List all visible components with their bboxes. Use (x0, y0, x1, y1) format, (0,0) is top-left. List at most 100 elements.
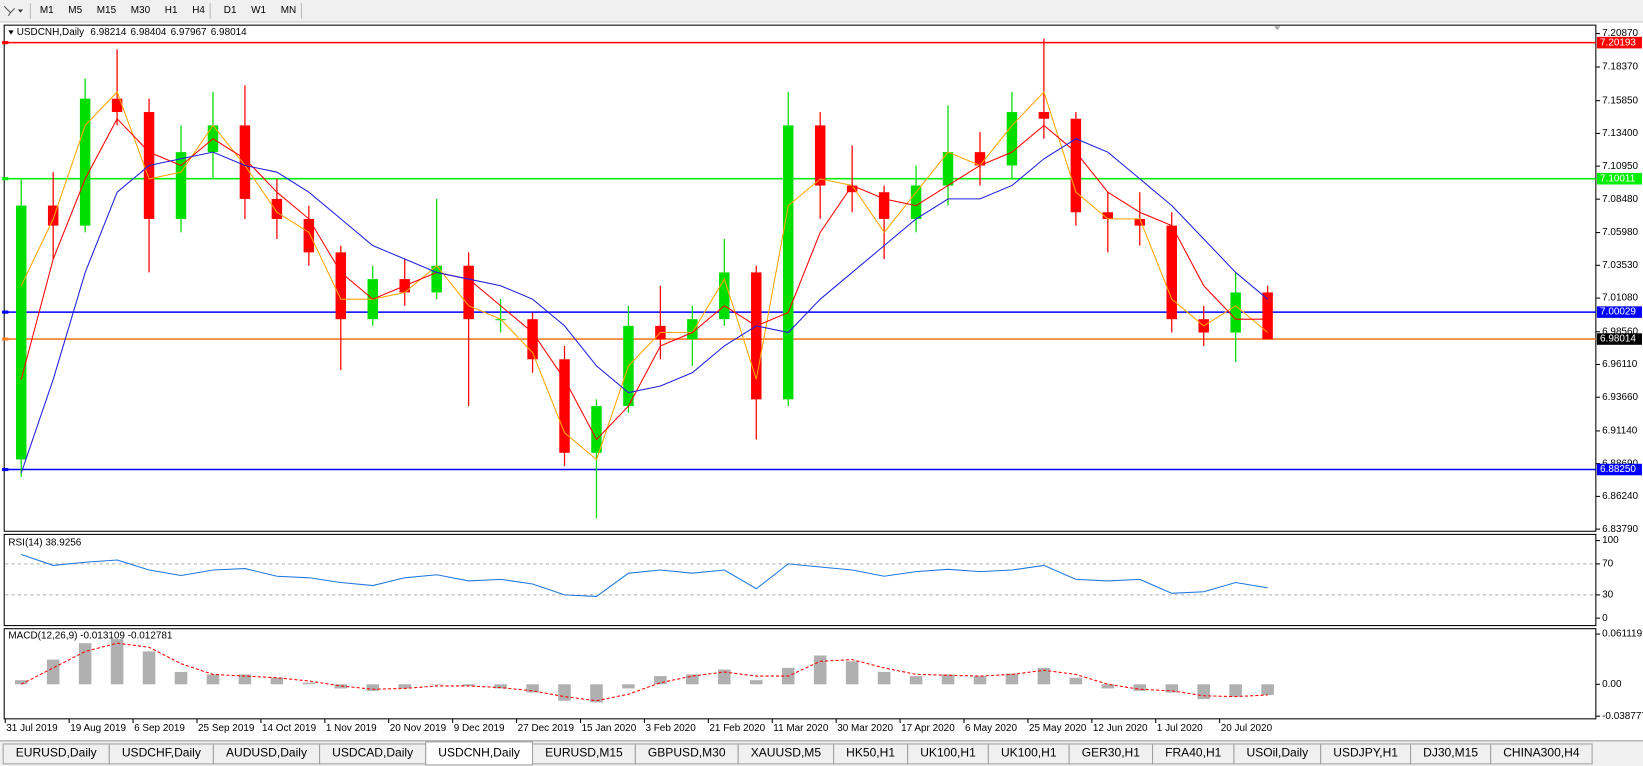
candle-body (1230, 292, 1241, 333)
y-tick-label: 30 (1602, 590, 1614, 601)
macd-bar (686, 674, 699, 685)
main-panel (3, 24, 1597, 532)
tab-label[interactable]: USOil,Daily (1247, 746, 1309, 760)
timeframe-button[interactable]: M5 (68, 5, 82, 16)
tab-label[interactable]: USDJPY,H1 (1333, 746, 1398, 760)
candle-body (782, 125, 794, 400)
tab[interactable]: EURUSD,M15 (532, 743, 636, 765)
tab-label[interactable]: XAUUSD,M5 (751, 746, 822, 760)
tab[interactable]: HK50,H1 (833, 743, 909, 765)
price-label-box (1596, 172, 1642, 185)
macd-signal (21, 642, 1268, 702)
timeframe-button[interactable]: H1 (165, 5, 178, 16)
candle-body (175, 152, 187, 219)
x-tick-label: 21 Feb 2020 (709, 723, 765, 734)
tab[interactable]: FRA40,H1 (1152, 743, 1235, 765)
tab[interactable]: USDCNH,Daily (425, 741, 534, 766)
tab[interactable]: GBPUSD,M30 (634, 743, 739, 765)
tab-label[interactable]: GER30,H1 (1082, 746, 1141, 760)
timeframe-button[interactable]: M30 (131, 5, 151, 16)
macd-panel (3, 628, 1597, 720)
rsi-panel (3, 533, 1597, 627)
tab-label[interactable]: UK100,H1 (1001, 746, 1057, 760)
header-value: 6.98404 (131, 27, 167, 38)
tab[interactable]: UK100,H1 (987, 743, 1070, 765)
y-tick-label: 0.061119 (1602, 629, 1642, 640)
candle-body (527, 319, 538, 360)
timeframe-button[interactable]: M15 (97, 5, 117, 16)
x-tick-label: 17 Apr 2020 (901, 723, 955, 734)
macd-bar (941, 674, 955, 685)
price-label: 7.20193 (1600, 37, 1636, 48)
tab[interactable]: AUDUSD,Daily (212, 743, 321, 765)
y-tick-label: 6.96110 (1602, 359, 1638, 370)
y-tick-label: 100 (1602, 535, 1619, 546)
tab-label[interactable]: GBPUSD,M30 (648, 746, 726, 760)
tab[interactable]: USDJPY,H1 (1320, 743, 1412, 765)
y-tick-label: 6.83790 (1602, 524, 1638, 535)
macd-bar (206, 674, 220, 685)
x-tick-label: 20 Jul 2020 (1221, 723, 1273, 734)
macd-bar (909, 676, 923, 685)
x-tick-label: 25 Sep 2019 (198, 723, 255, 734)
candle-body (239, 125, 251, 199)
tab-label[interactable]: FRA40,H1 (1165, 746, 1222, 760)
tab[interactable]: GER30,H1 (1068, 743, 1154, 765)
price-label-box (1596, 333, 1642, 345)
tab-label[interactable]: CHINA300,H4 (1503, 746, 1580, 760)
tab-label[interactable]: USDCAD,Daily (332, 746, 413, 760)
tab[interactable]: USOil,Daily (1233, 743, 1322, 765)
x-tick-label: 31 Jul 2019 (6, 723, 58, 734)
tab[interactable]: USDCHF,Daily (108, 743, 214, 765)
tab[interactable]: USDCAD,Daily (319, 743, 427, 765)
chart-menu-arrow[interactable] (8, 30, 14, 35)
tab-label[interactable]: USDCHF,Daily (122, 746, 201, 760)
tab-label[interactable]: EURUSD,M15 (545, 746, 623, 760)
tab[interactable]: EURUSD,Daily (2, 743, 110, 765)
x-tick-label: 9 Dec 2019 (454, 723, 505, 734)
x-tick-label: 25 May 2020 (1029, 723, 1087, 734)
macd-bar (526, 684, 539, 693)
macd-bar (749, 680, 763, 685)
tab[interactable]: XAUUSD,M5 (737, 743, 835, 765)
tab-background (1490, 743, 1593, 765)
tab[interactable]: CHINA300,H4 (1490, 743, 1593, 765)
tab[interactable]: DJ30,M15 (1410, 743, 1492, 765)
tab-label[interactable]: USDCNH,Daily (438, 746, 520, 760)
moving-average (20, 138, 1269, 474)
shift-marker (1274, 26, 1281, 31)
tab-label[interactable]: UK100,H1 (920, 746, 976, 760)
candle-body (1038, 112, 1050, 119)
x-tick-label: 19 Aug 2019 (70, 723, 126, 734)
x-tick-label: 1 Nov 2019 (326, 723, 377, 734)
candle-body (15, 205, 27, 460)
timeframe-button[interactable]: W1 (251, 5, 266, 16)
toolbar (0, 0, 1643, 23)
tab-label[interactable]: AUDUSD,Daily (226, 746, 307, 760)
candle-body (1006, 112, 1018, 166)
tab-label[interactable]: EURUSD,Daily (16, 746, 97, 760)
price-label: 7.00029 (1600, 307, 1636, 318)
timeframe-button[interactable]: D1 (224, 5, 237, 16)
tab[interactable]: UK100,H1 (907, 743, 989, 765)
macd-bar (1005, 673, 1019, 685)
macd-bar (622, 684, 635, 689)
dropdown-icon[interactable] (17, 9, 24, 13)
price-label-box (1596, 306, 1642, 318)
timeframe-button[interactable]: MN (281, 5, 296, 16)
macd-bar (110, 639, 124, 685)
timeframe-button[interactable]: H4 (192, 5, 205, 16)
x-tick-label: 12 Jun 2020 (1093, 723, 1148, 734)
macd-bar (174, 671, 188, 685)
timeframe-button[interactable]: M1 (40, 5, 54, 16)
y-tick-label: 7.10950 (1602, 161, 1638, 172)
macd-bar (462, 684, 475, 686)
tab-label[interactable]: HK50,H1 (846, 746, 895, 760)
price-label-box (1596, 36, 1642, 49)
y-tick-label: 7.03530 (1602, 260, 1638, 271)
y-tick-label: 6.91140 (1602, 426, 1638, 437)
tab-label[interactable]: DJ30,M15 (1423, 746, 1478, 760)
cursor-icon[interactable] (3, 5, 16, 17)
y-tick-label: 7.05980 (1602, 227, 1638, 238)
